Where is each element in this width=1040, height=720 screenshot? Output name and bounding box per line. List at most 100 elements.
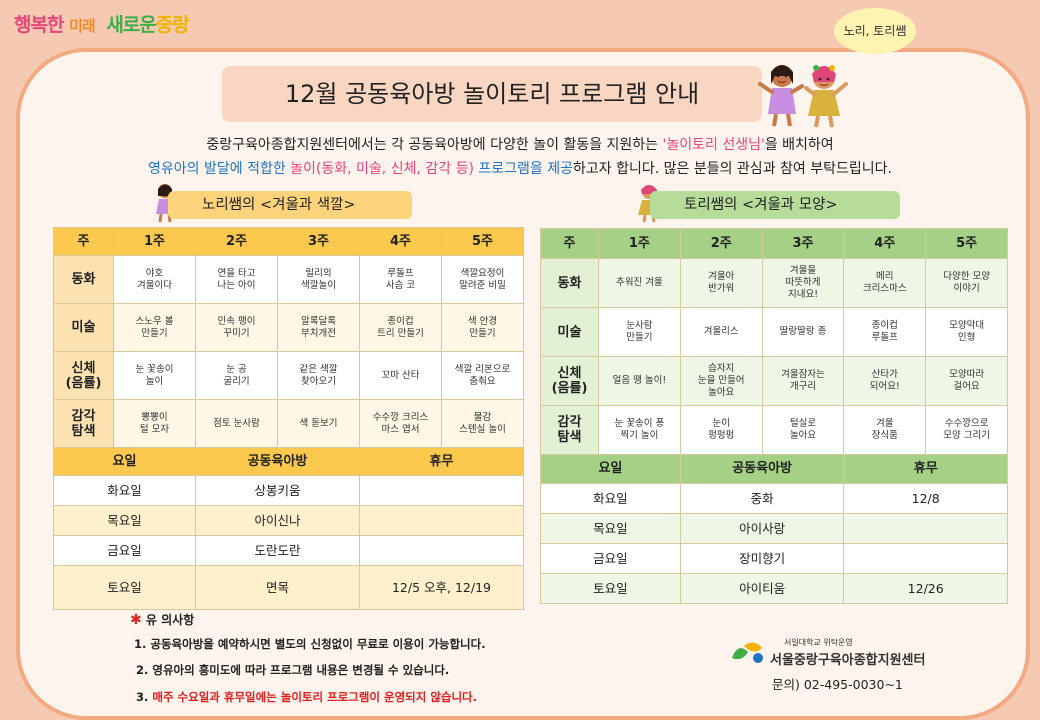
table-cell: 털실로 놀아요 [761,405,845,455]
table-cell: 겨울아 반가워 [679,258,763,308]
row-header: 감각 탐색 [53,399,114,448]
note-1: 1. 공동육아방을 예약하시면 별도의 신청없이 무료로 이용이 가능합니다. [134,637,486,651]
schedule-header-cell: 휴무 [359,447,524,476]
table-cell: 점토 눈사람 [195,399,278,448]
schedule-row: 금요일 장미향기 [540,543,1008,574]
table-cell: 눈 꽃송이 퐁 찍기 놀이 [598,405,681,455]
slogan-part-2: 미래 [69,17,96,35]
schedule-holiday [359,505,524,536]
dolls-illustration [758,65,848,128]
table-cell: 종이컵 루돌프 [843,307,927,357]
tori-program-table: 주 1주 2주 3주 4주 5주 동화 추워진 겨울 겨울아 반가워 겨울을 따… [540,228,1008,604]
schedule-header-cell: 요일 [53,447,196,476]
table-cell: 산타가 되어요! [843,356,927,406]
notes-title: ✱ 유 의사항 [130,611,194,628]
header-cell: 5주 [441,227,524,256]
schedule-header-cell: 휴무 [843,454,1008,484]
table-cell: 습자지 눈을 만들어 놀아요 [679,356,763,406]
doll-nori-icon [758,65,804,127]
table-cell: 모양막대 인형 [925,307,1008,357]
note-3-prefix: 3. [136,690,153,704]
schedule-room: 아이티움 [679,573,845,604]
intro-line-1: 중랑구육아종합지원센터에서는 각 공동육아방에 다양한 놀이 활동을 지원하는 … [40,133,1000,157]
table-cell: 눈 꽃송이 놀이 [113,351,196,400]
schedule-header-row: 요일 공동육아방 휴무 [540,454,1008,484]
intro-1b: '놀이토리 선생님' [662,137,765,153]
table-row: 신체 (음률) 얼음 땡 놀이! 습자지 눈을 만들어 놀아요 겨울잠자는 개구… [540,356,1008,406]
title-box [222,66,762,122]
table-cell: 색 돋보기 [277,399,360,448]
schedule-header-cell: 요일 [540,454,681,484]
table-cell: 추워진 겨울 [598,258,681,308]
table-cell: 알록달록 부치개전 [277,303,360,352]
center-logo-icon [732,642,763,663]
logo-subtitle: 서일대학교 위탁운영 [784,638,853,647]
table-row: 미술 눈사람 만들기 겨울리스 딸랑딸랑 종 종이컵 루돌프 모양막대 인형 [540,307,1008,357]
schedule-header-cell: 공동육아방 [679,454,845,484]
header-cell: 1주 [598,228,681,259]
table-cell: 야호 겨울이다 [113,255,196,304]
schedule-holiday [359,535,524,566]
table-cell: 겨울을 따뜻하게 지내요! [761,258,845,308]
table-header-row: 주 1주 2주 3주 4주 5주 [540,228,1008,259]
schedule-day: 목요일 [53,505,196,536]
schedule-row: 목요일 아이사랑 [540,513,1008,544]
table-cell: 수수깡 크리스 마스 엽서 [359,399,442,448]
schedule-room: 아이신나 [195,505,360,536]
doll-tori-icon [804,65,848,128]
table-cell: 스노우 볼 만들기 [113,303,196,352]
schedule-day: 금요일 [53,535,196,566]
schedule-day: 금요일 [540,543,681,574]
schedule-holiday [359,475,524,506]
schedule-row: 목요일 아이신나 [53,505,524,536]
header-cell: 3주 [277,227,360,256]
schedule-room: 도란도란 [195,535,360,566]
table-cell: 색 안경 만들기 [441,303,524,352]
schedule-holiday: 12/5 오후, 12/19 [359,565,524,610]
schedule-day: 토요일 [540,573,681,604]
table-cell: 눈사람 만들기 [598,307,681,357]
schedule-room: 아이사랑 [679,513,845,544]
table-row: 감각 탐색 눈 꽃송이 퐁 찍기 놀이 눈이 펑펑펑 털실로 놀아요 겨울 장식… [540,405,1008,455]
table-cell: 얼음 땡 놀이! [598,356,681,406]
table-cell: 다양한 모양 이야기 [925,258,1008,308]
intro-2d: 하고자 합니다. 많은 분들의 관심과 참여 부탁드립니다. [573,161,892,177]
schedule-holiday [843,513,1008,544]
schedule-holiday: 12/26 [843,573,1008,604]
header-cell: 4주 [359,227,442,256]
schedule-row: 토요일 면목 12/5 오후, 12/19 [53,565,524,610]
table-cell: 색깔요정이 알려준 비밀 [441,255,524,304]
table-row: 신체 (음률) 눈 꽃송이 놀이 눈 공 굴리기 같은 색깔 찾아오기 꼬마 산… [53,351,524,400]
table-cell: 겨울리스 [679,307,763,357]
intro-2a: 영유아의 발달에 적합한 [148,161,286,177]
schedule-row: 화요일 중화 12/8 [540,483,1008,514]
tori-section-label: 토리쌤의 <겨울과 모양> [650,191,900,219]
table-cell: 꼬마 산타 [359,351,442,400]
contact-info: 문의) 02-495-0030~1 [772,677,903,692]
table-cell: 종이컵 트리 만들기 [359,303,442,352]
row-header: 미술 [540,307,599,357]
table-header-row: 주 1주 2주 3주 4주 5주 [53,227,524,256]
slogan-part-1: 행복한 [14,14,64,36]
row-header: 동화 [540,258,599,308]
asterisk-icon: ✱ [130,612,142,628]
slogan: 행복한 미래 새로운중랑 [14,10,190,37]
table-cell: 눈 공 굴리기 [195,351,278,400]
intro-2b: 놀이(동화, 미술, 신체, 감각 등) [285,161,479,177]
table-cell: 릴리의 색깔놀이 [277,255,360,304]
table-cell: 색깔 리본으로 춤춰요 [441,351,524,400]
row-header: 미술 [53,303,114,352]
header-cell: 주 [53,227,114,256]
table-row: 동화 야호 겨울이다 연을 타고 나는 아이 릴리의 색깔놀이 루돌프 사슴 코… [53,255,524,304]
slogan-part-3: 새로운 [106,14,156,36]
schedule-day: 토요일 [53,565,196,610]
schedule-day: 목요일 [540,513,681,544]
table-cell: 루돌프 사슴 코 [359,255,442,304]
schedule-row: 토요일 아이티움 12/26 [540,573,1008,604]
row-header: 감각 탐색 [540,405,599,455]
table-cell: 민속 팽이 꾸미기 [195,303,278,352]
logo-title: 서울중랑구육아종합지원센터 [770,653,926,668]
header-cell: 2주 [679,228,763,259]
schedule-row: 화요일 상봉키움 [53,475,524,506]
speech-bubble: 노리, 토리쌤 [834,8,916,56]
